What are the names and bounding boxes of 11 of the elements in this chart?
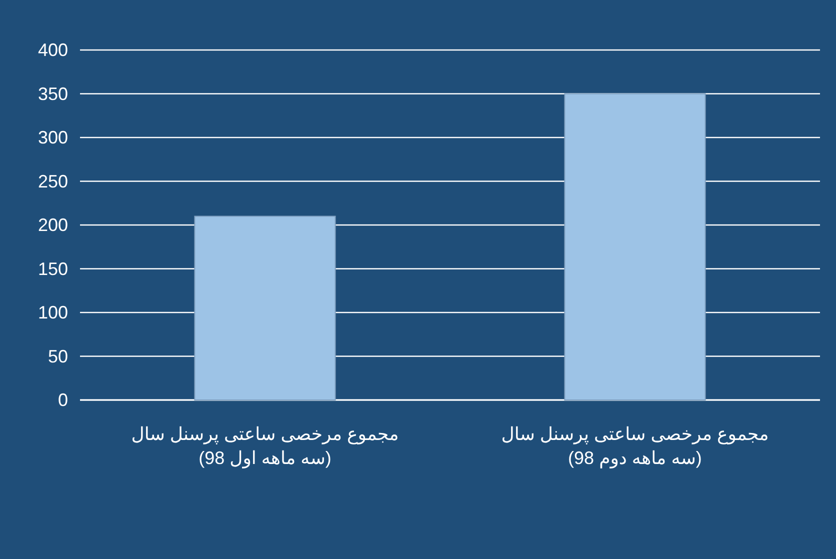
y-tick-label: 250 xyxy=(38,171,68,192)
x-tick-label: مجموع مرخصی ساعتی پرسنل سال (سه ماهه دوم 98) xyxy=(501,424,769,469)
y-tick-label: 150 xyxy=(38,258,68,279)
y-tick-label: 300 xyxy=(38,128,68,148)
y-tick-label: 350 xyxy=(38,84,68,104)
y-tick-label: 100 xyxy=(38,302,68,322)
y-tick-label: 0 xyxy=(58,390,68,410)
y-tick-label: 400 xyxy=(38,40,68,60)
y-tick-label: 50 xyxy=(48,346,68,366)
y-tick-label: 200 xyxy=(38,215,68,235)
x-tick-label: مجموع مرخصی ساعتی پرسنل سال (سه ماهه اول 98) xyxy=(131,424,399,469)
